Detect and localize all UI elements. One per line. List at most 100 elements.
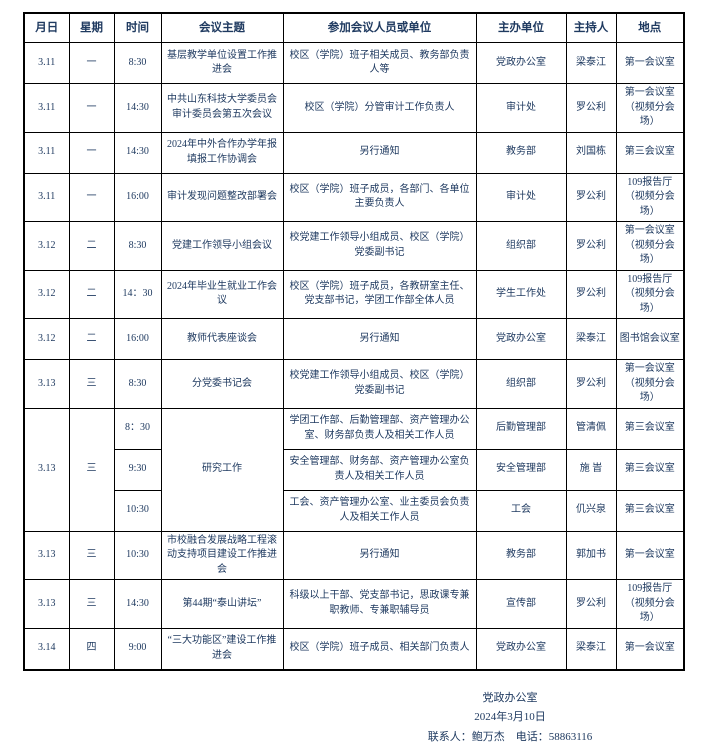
table-cell: 8:30 xyxy=(113,359,162,409)
table-cell: 校党建工作领导小组成员、校区（学院）党委副书记 xyxy=(282,359,477,409)
header-cell: 参加会议人员或单位 xyxy=(282,12,477,43)
meeting-schedule: 月日 星期 时间 会议主题 参加会议人员或单位 主办单位 主持人 地点 3.11 一 8:30 基层… xyxy=(23,12,706,671)
header-cell: 星期 xyxy=(68,12,115,43)
table-cell: 教务部 xyxy=(475,530,567,580)
table-cell: 后勤管理部 xyxy=(475,407,567,450)
table-cell: 109报告厅 （视频分会场） xyxy=(615,579,685,629)
table-cell: 郭加书 xyxy=(565,530,617,580)
header-cell: 主持人 xyxy=(565,12,617,43)
table-cell: 第三会议室 xyxy=(615,489,685,532)
table-cell: 党政办公室 xyxy=(475,318,567,360)
table-cell: 中共山东科技大学委员会审计委员会第五次会议 xyxy=(160,83,284,133)
table-cell: 3.12 xyxy=(23,221,70,271)
table-cell: 科级以上干部、党支部书记，思政课专兼职教师、专兼职辅导员 xyxy=(282,579,477,629)
table-cell: 安全管理部、财务部、资产管理办公室负责人及相关工作人员 xyxy=(282,448,477,491)
header-cell: 时间 xyxy=(113,12,162,43)
table-cell: 宣传部 xyxy=(475,579,567,629)
table-cell: 校区（学院）班子成员，各部门、各单位主要负责人 xyxy=(282,172,477,222)
document-footer: 党政办公室 2024年3月10日 联系人：鲍万杰 电话：58863116 xyxy=(380,689,640,748)
table-cell: 审计发现问题整改部署会 xyxy=(160,172,284,222)
footer-office: 党政办公室 xyxy=(482,691,538,704)
table-cell: 罗公利 xyxy=(565,83,617,133)
table-cell: 3.11 xyxy=(23,131,70,174)
table-cell: 第一会议室 xyxy=(615,627,685,670)
table-cell: 第三会议室 xyxy=(615,448,685,491)
table-row: 3.12 二 16:00 教师代表座谈会 另行通知 党政办公室 梁泰江 图书馆会议室 xyxy=(23,318,685,360)
header-cell: 月日 xyxy=(23,12,70,43)
table-row: 3.13 三 14:30 第44期“泰山讲坛” 科级以上干部、党支部书记，思政课专兼职教… xyxy=(23,579,685,629)
table-cell: 教师代表座谈会 xyxy=(160,318,284,360)
header-cell: 地点 xyxy=(615,12,685,43)
table-cell: 16:00 xyxy=(113,172,162,222)
meeting-schedule-table: 月日 星期 时间 会议主题 参加会议人员或单位 主办单位 主持人 地点 3.11 一 8:30 基层… xyxy=(23,12,685,671)
table-cell: 另行通知 xyxy=(282,318,477,360)
table-cell: 三 xyxy=(68,579,115,629)
table-cell: 工会、资产管理办公室、业主委员会负责人及相关工作人员 xyxy=(282,489,477,532)
table-cell: 3.11 xyxy=(23,83,70,133)
table-cell: 安全管理部 xyxy=(475,448,567,491)
table-cell: 学生工作处 xyxy=(475,269,567,319)
table-cell: 10:30 xyxy=(113,489,162,532)
table-cell: 仉兴泉 xyxy=(565,489,617,532)
table-row: 3.11 一 16:00 审计发现问题整改部署会 校区（学院）班子成员，各部门、各单位主… xyxy=(23,172,685,222)
table-row: 3.12 二 14：30 2024年毕业生就业工作会议 校区（学院）班子成员，各教研室主… xyxy=(23,269,685,319)
table-cell: 8:30 xyxy=(113,42,162,84)
header-cell: 主办单位 xyxy=(475,12,567,43)
table-cell: 9:00 xyxy=(113,627,162,670)
table-body: 3.11 一 8:30 基层教学单位设置工作推进会 校区（学院）班子相关成员、教务部负责… xyxy=(23,42,685,670)
table-cell: 一 xyxy=(68,42,115,84)
table-cell: 8：30 xyxy=(113,407,162,450)
table-header: 月日 星期 时间 会议主题 参加会议人员或单位 主办单位 主持人 地点 xyxy=(23,12,685,43)
table-cell: 罗公利 xyxy=(565,579,617,629)
table-row: 3.14 四 9:00 “三大功能区”建设工作推进会 校区（学院）班子成员、相关部门负责… xyxy=(23,627,685,670)
table-row: 3.13 三 10:30 市校融合发展战略工程滚动支持项目建设工作推进会 另行通知 教务部… xyxy=(23,530,685,580)
table-row: 3.11 一 14:30 2024年中外合作办学年报填报工作协调会 另行通知 教务部 刘国栋… xyxy=(23,131,685,174)
table-row: 3.13 三 8：30 研究工作 学团工作部、后勤管理部、资产管理办公室、财务部负责人及… xyxy=(23,407,685,532)
table-cell: 14：30 xyxy=(113,269,162,319)
table-cell: 教务部 xyxy=(475,131,567,174)
header-cell: 会议主题 xyxy=(160,12,284,43)
table-cell: 施 旹 xyxy=(565,448,617,491)
table-cell: 第一会议室 xyxy=(615,530,685,580)
table-cell: 梁泰江 xyxy=(565,627,617,670)
table-cell: 10:30 xyxy=(113,530,162,580)
table-cell: 分党委书记会 xyxy=(160,359,284,409)
table-cell: 研究工作 xyxy=(160,407,284,532)
table-cell: 3.11 xyxy=(23,42,70,84)
table-cell: 16:00 xyxy=(113,318,162,360)
table-cell: 9:30 xyxy=(113,448,162,491)
table-cell: 一 xyxy=(68,172,115,222)
table-row: 3.11 一 14:30 中共山东科技大学委员会审计委员会第五次会议 校区（学院）分管审… xyxy=(23,83,685,133)
table-cell: “三大功能区”建设工作推进会 xyxy=(160,627,284,670)
table-cell: 三 xyxy=(68,359,115,409)
table-cell: 刘国栋 xyxy=(565,131,617,174)
table-cell: 工会 xyxy=(475,489,567,532)
table-cell: 一 xyxy=(68,83,115,133)
table-cell: 审计处 xyxy=(475,83,567,133)
table-cell: 二 xyxy=(68,318,115,360)
table-cell: 罗公利 xyxy=(565,359,617,409)
table-cell: 另行通知 xyxy=(282,530,477,580)
table-cell: 市校融合发展战略工程滚动支持项目建设工作推进会 xyxy=(160,530,284,580)
table-cell: 3.13 xyxy=(23,530,70,580)
table-cell: 3.12 xyxy=(23,269,70,319)
table-cell: 党建工作领导小组会议 xyxy=(160,221,284,271)
table-cell: 二 xyxy=(68,269,115,319)
table-row: 3.13 三 8:30 分党委书记会 校党建工作领导小组成员、校区（学院）党委副书记 组织… xyxy=(23,359,685,409)
table-cell: 3.14 xyxy=(23,627,70,670)
table-cell: 第一会议室 xyxy=(615,42,685,84)
table-cell: 第三会议室 xyxy=(615,407,685,450)
table-cell: 审计处 xyxy=(475,172,567,222)
footer-date: 2024年3月10日 xyxy=(474,711,546,724)
table-cell: 109报告厅 （视频分会场） xyxy=(615,172,685,222)
table-row: 3.12 二 8:30 党建工作领导小组会议 校党建工作领导小组成员、校区（学院）党委副… xyxy=(23,221,685,271)
table-cell: 2024年中外合作办学年报填报工作协调会 xyxy=(160,131,284,174)
table-cell: 3.13 xyxy=(23,579,70,629)
table-row: 10:30 工会、资产管理办公室、业主委员会负责人及相关工作人员 工会 仉兴泉 第三会议… xyxy=(24,489,685,532)
table-cell: 基层教学单位设置工作推进会 xyxy=(160,42,284,84)
table-cell: 8:30 xyxy=(113,221,162,271)
table-cell: 二 xyxy=(68,221,115,271)
table-cell: 党政办公室 xyxy=(475,42,567,84)
table-cell: 14:30 xyxy=(113,131,162,174)
table-cell: 另行通知 xyxy=(282,131,477,174)
